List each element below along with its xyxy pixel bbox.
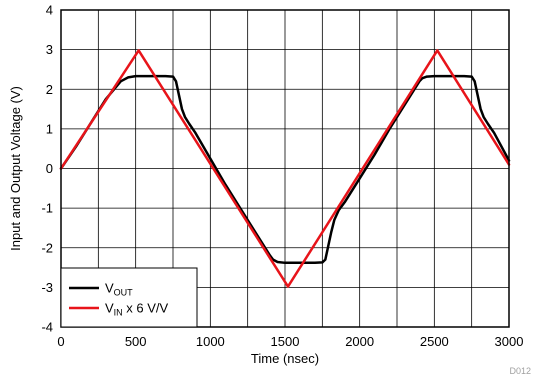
y-tick-label: -1 (41, 201, 53, 216)
x-axis-label: Time (nsec) (251, 351, 319, 366)
legend-box (60, 267, 198, 328)
legend: VOUT VIN x 6 V/V (60, 267, 198, 328)
y-tick-label: 3 (46, 42, 53, 57)
x-tick-label: 2000 (345, 334, 374, 349)
figure-code-label: D012 (509, 366, 531, 376)
x-tick-label: 0 (57, 334, 64, 349)
y-tick-label: 1 (46, 121, 53, 136)
x-tick-label: 2500 (420, 334, 449, 349)
plot-frame (60, 9, 510, 328)
x-tick-label: 500 (125, 334, 147, 349)
legend-entry-vout: VOUT (105, 281, 133, 298)
legend-entry-vin: VIN x 6 V/V (105, 301, 169, 318)
y-tick-label: -4 (41, 320, 53, 335)
tick-labels: 0 500 1000 1500 2000 2500 3000 -4 -3 -2 -1 0 1 2 3 4 (41, 3, 523, 350)
y-axis-label: Input and Output Voltage (V) (8, 86, 23, 251)
x-tick-label: 1000 (196, 334, 225, 349)
y-tick-label: 4 (46, 3, 53, 18)
y-tick-label: -2 (41, 240, 53, 255)
x-tick-label: 1500 (271, 334, 300, 349)
series-layer (59, 49, 511, 288)
x-tick-label: 3000 (495, 334, 524, 349)
y-tick-label: 2 (46, 82, 53, 97)
series-line-1 (59, 49, 511, 288)
y-tick-label: -3 (41, 280, 53, 295)
y-tick-label: 0 (46, 161, 53, 176)
